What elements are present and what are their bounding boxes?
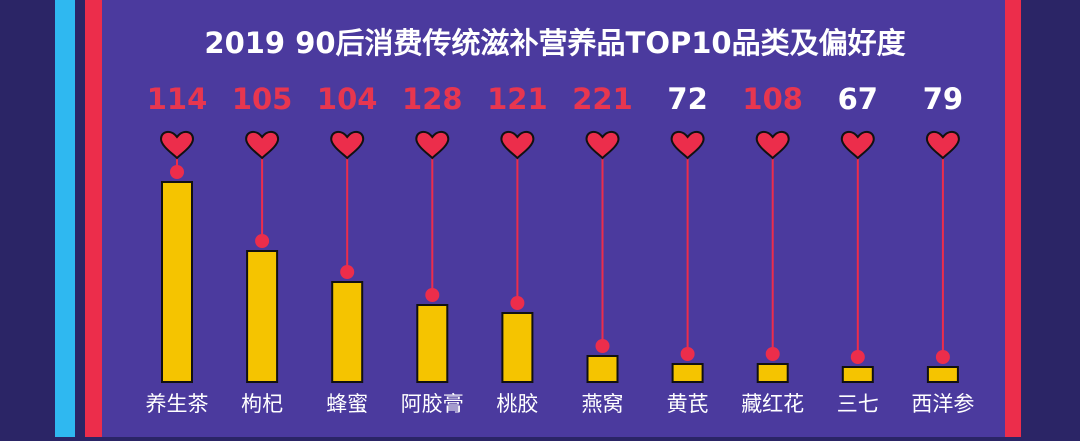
heart-icon: [500, 131, 535, 160]
dot: [170, 165, 184, 179]
dot: [680, 347, 695, 361]
bar: [671, 363, 704, 383]
dot: [510, 296, 525, 310]
bar: [246, 250, 279, 383]
preference-label: 79: [923, 82, 963, 116]
preference-label: 121: [487, 82, 548, 116]
dot: [425, 288, 440, 302]
x-tick-label: 三七: [837, 392, 879, 416]
preference-label: 114: [147, 82, 208, 116]
heart-icon: [159, 131, 195, 160]
preference-label: 104: [317, 82, 378, 116]
preference-label: 128: [402, 82, 463, 116]
x-tick-label: 桃胶: [496, 392, 538, 416]
bar: [586, 355, 619, 383]
stripe: [55, 0, 75, 437]
preference-label: 221: [572, 82, 633, 116]
dot: [340, 265, 355, 279]
bar: [841, 366, 874, 383]
x-tick-label: 西洋参: [911, 392, 974, 416]
heart-icon: [245, 131, 280, 160]
heart-icon: [585, 131, 620, 160]
preference-label: 72: [667, 82, 707, 116]
bar: [501, 312, 534, 383]
heart-icon: [840, 131, 875, 160]
heart-icon: [670, 131, 705, 160]
dot: [850, 350, 865, 364]
bar: [416, 304, 449, 383]
x-tick-label: 黄芪: [667, 392, 709, 416]
x-tick-label: 养生茶: [146, 392, 209, 416]
dot: [255, 234, 270, 248]
chart-title: 2019 90后消费传统滋补营养品TOP10品类及偏好度: [204, 26, 905, 60]
x-tick-label: 燕窝: [582, 392, 624, 416]
stripe: [85, 0, 102, 437]
dot: [765, 347, 780, 361]
x-tick-label: 藏红花: [741, 392, 804, 416]
bar: [161, 181, 193, 383]
preference-label: 105: [232, 82, 293, 116]
dot: [935, 350, 950, 364]
preference-label: 67: [838, 82, 878, 116]
stripe: [1005, 0, 1021, 437]
x-tick-label: 阿胶膏: [401, 392, 464, 416]
bar: [331, 281, 364, 383]
heart-icon: [415, 131, 450, 160]
heart-icon: [755, 131, 790, 160]
preference-label: 108: [742, 82, 803, 116]
dot: [595, 339, 610, 353]
bar: [756, 363, 789, 383]
heart-icon: [330, 131, 365, 160]
x-tick-label: 蜂蜜: [326, 392, 368, 416]
x-tick-label: 枸杞: [241, 392, 283, 416]
heart-icon: [925, 131, 960, 160]
bar: [926, 366, 959, 383]
